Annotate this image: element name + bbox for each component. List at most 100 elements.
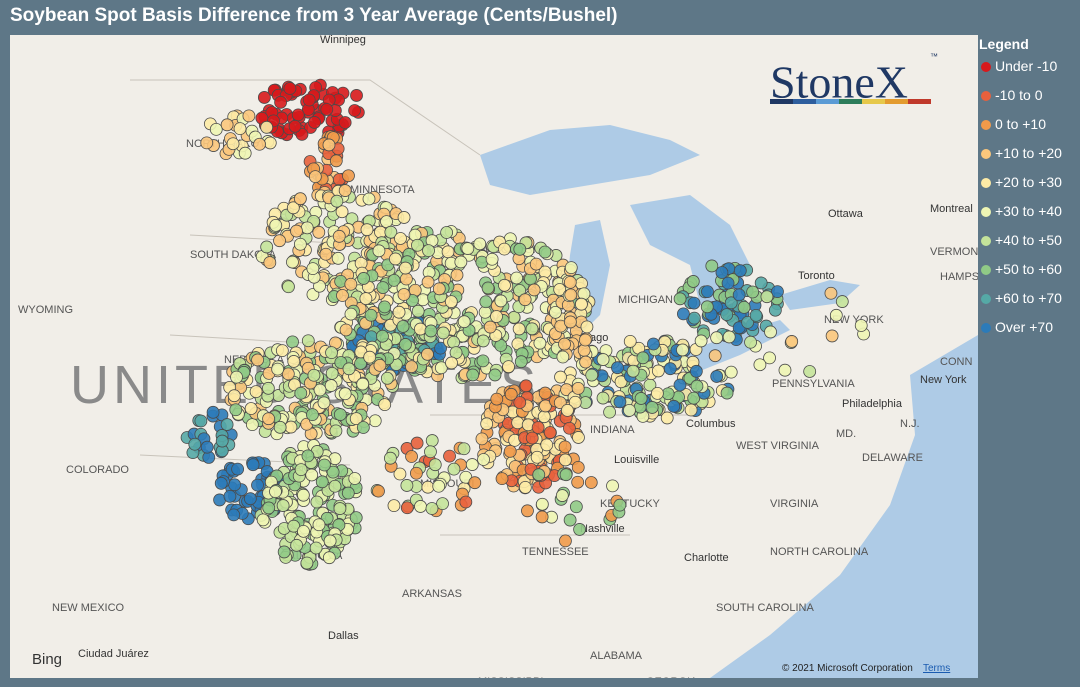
site-dot	[558, 337, 571, 351]
site-dot	[447, 335, 461, 349]
site-dot	[475, 432, 489, 446]
site-dot	[297, 524, 310, 538]
site-dot	[393, 467, 407, 481]
site-dot	[468, 476, 482, 490]
site-dot	[596, 353, 610, 366]
site-dot	[411, 304, 425, 318]
site-dot	[360, 223, 374, 237]
site-dot	[578, 333, 592, 347]
ocean	[710, 335, 978, 678]
legend-label: +60 to +70	[995, 290, 1062, 306]
title: Soybean Spot Basis Difference from 3 Yea…	[10, 5, 618, 26]
site-dot	[636, 351, 650, 365]
site-dot	[563, 513, 577, 527]
site-dot	[722, 330, 736, 344]
place-label: N.J.	[900, 418, 920, 430]
site-dot	[261, 381, 275, 395]
site-dot	[518, 293, 532, 307]
legend-swatch	[981, 178, 991, 188]
site-dot	[357, 272, 370, 285]
legend-label: +30 to +40	[995, 203, 1062, 219]
site-dot	[459, 495, 473, 509]
site-dot	[372, 244, 386, 258]
legend-swatch	[981, 265, 991, 275]
site-dot	[741, 315, 755, 329]
site-dot	[322, 138, 336, 152]
site-dot	[400, 479, 414, 492]
site-dot	[288, 119, 302, 133]
site-dot	[335, 205, 349, 219]
site-dot	[324, 379, 338, 392]
place-label: Montreal	[930, 203, 973, 215]
site-dot	[269, 485, 282, 499]
site-dot	[414, 500, 427, 513]
site-dot	[262, 412, 275, 426]
site-dot	[498, 278, 511, 292]
site-dot	[701, 285, 714, 299]
legend-item: +10 to +20	[979, 145, 1079, 174]
site-dot	[362, 192, 376, 206]
site-dot	[614, 375, 628, 389]
site-dot	[325, 346, 338, 360]
site-dot	[312, 225, 326, 239]
site-dot	[687, 391, 701, 405]
site-dot	[835, 295, 849, 308]
site-dot	[269, 218, 283, 232]
site-dot	[389, 252, 402, 266]
site-dot	[257, 91, 271, 104]
land	[10, 35, 978, 678]
site-dot	[623, 334, 637, 348]
site-dot	[323, 534, 337, 548]
site-dot	[531, 421, 545, 434]
site-dot	[746, 285, 760, 299]
logo-stripe	[908, 99, 931, 104]
site-dot	[244, 402, 258, 415]
site-dot	[338, 387, 352, 401]
legend-item: +50 to +60	[979, 261, 1079, 290]
site-dot	[687, 296, 701, 310]
site-dot	[575, 297, 588, 311]
logo-stripe	[862, 99, 885, 104]
site-dot	[194, 414, 208, 428]
site-dot	[291, 108, 305, 122]
site-dot	[364, 308, 378, 322]
site-dot	[307, 368, 321, 382]
site-dot	[495, 472, 509, 486]
site-dot	[309, 541, 323, 555]
place-label: Ottawa	[828, 208, 864, 220]
site-dot	[708, 349, 722, 363]
site-dot	[322, 551, 336, 565]
legend-item: Under -10	[979, 58, 1079, 87]
site-dot	[613, 498, 627, 512]
site-dot	[461, 242, 475, 255]
place-label: Toronto	[798, 270, 835, 282]
site-dot	[440, 226, 454, 239]
site-dot	[673, 378, 687, 392]
site-dot	[497, 242, 511, 256]
site-dot	[721, 276, 735, 290]
site-dot	[555, 489, 569, 502]
site-dot	[200, 136, 214, 150]
site-dot	[313, 383, 327, 397]
terms-link[interactable]: Terms	[923, 663, 950, 674]
site-dot	[372, 484, 385, 498]
site-dot	[549, 305, 562, 319]
site-dot	[373, 358, 387, 372]
site-dot	[434, 341, 447, 355]
site-dot	[584, 476, 598, 489]
site-dot	[454, 255, 468, 269]
legend-label: +10 to +20	[995, 145, 1062, 161]
site-dot	[356, 421, 370, 434]
legend-item: Over +70	[979, 319, 1079, 348]
site-dot	[543, 426, 557, 439]
place-label: VERMONT	[930, 246, 978, 258]
site-dot	[273, 420, 287, 434]
site-dot	[447, 462, 461, 476]
site-dot	[744, 335, 757, 349]
place-label: KENTUCKY	[600, 498, 661, 510]
site-dot	[687, 311, 701, 325]
site-dot	[571, 475, 585, 489]
site-dot	[329, 154, 343, 168]
site-dot	[271, 362, 285, 376]
